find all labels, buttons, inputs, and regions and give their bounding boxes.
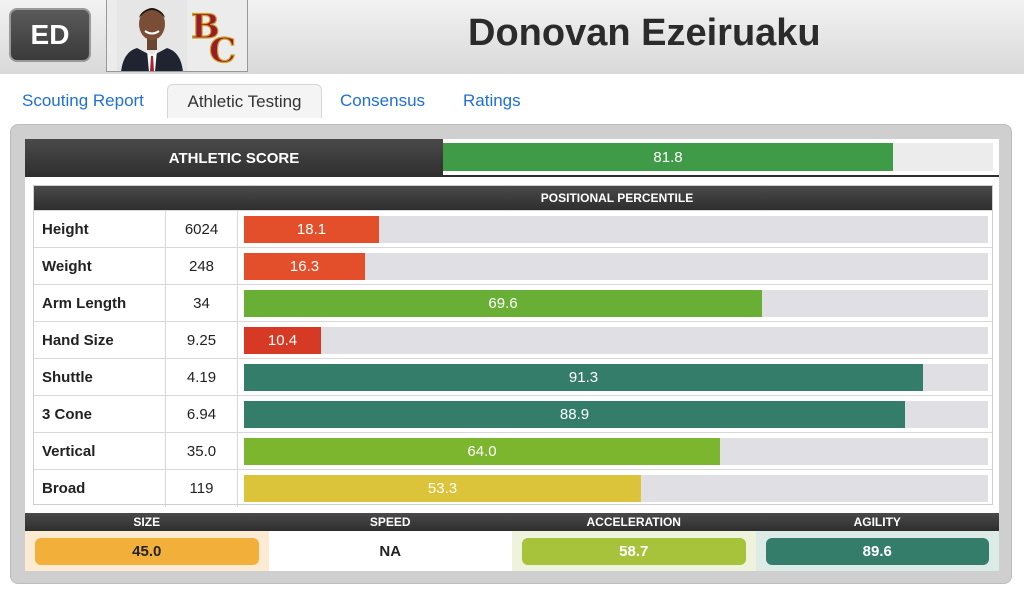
athletic-score-track: 81.8 — [443, 139, 999, 177]
metric-value: 248 — [166, 248, 238, 285]
svg-text:B: B — [191, 7, 220, 47]
table-row: Hand Size 9.25 10.4 — [34, 321, 992, 359]
summary-label: SIZE — [25, 513, 269, 531]
summary-body: 58.7 — [512, 531, 756, 571]
player-photo-area: B C — [106, 0, 248, 72]
metric-value: 119 — [166, 470, 238, 507]
summary-size: SIZE 45.0 — [25, 513, 269, 571]
metric-value: 6.94 — [166, 396, 238, 433]
positional-percentile-table: POSITIONAL PERCENTILE Height 6024 18.1 Weig… — [33, 185, 993, 507]
percentile-bar: 53.3 — [244, 475, 641, 502]
athletic-score-row: ATHLETIC SCORE 81.8 — [25, 139, 999, 177]
table-row: Shuttle 4.19 91.3 — [34, 358, 992, 396]
metric-label: Shuttle — [34, 359, 166, 396]
summary-value: NA — [379, 543, 402, 560]
summary-value: 58.7 — [522, 538, 746, 565]
metric-label: Hand Size — [34, 322, 166, 359]
athletic-score-label: ATHLETIC SCORE — [25, 139, 443, 177]
percentile-bar: 10.4 — [244, 327, 321, 354]
percentile-bar-bg — [244, 327, 988, 354]
metric-value: 9.25 — [166, 322, 238, 359]
table-row: Height 6024 18.1 — [34, 210, 992, 248]
metric-label: Arm Length — [34, 285, 166, 322]
percentile-bar-bg — [244, 253, 988, 280]
table-row: Vertical 35.0 64.0 — [34, 432, 992, 470]
summary-acceleration: ACCELERATION 58.7 — [512, 513, 756, 571]
metric-value: 4.19 — [166, 359, 238, 396]
percentile-bar: 88.9 — [244, 401, 905, 428]
percentile-header-label: POSITIONAL PERCENTILE — [540, 191, 694, 205]
summary-body: 89.6 — [755, 531, 999, 571]
percentile-bar: 18.1 — [244, 216, 379, 243]
metric-label: Vertical — [34, 433, 166, 470]
summary-agility: AGILITY 89.6 — [755, 513, 999, 571]
tab-bar: Scouting Report Athletic Testing Consens… — [0, 84, 1024, 118]
metric-value: 35.0 — [166, 433, 238, 470]
metric-label: Weight — [34, 248, 166, 285]
table-row: Broad 119 53.3 — [34, 469, 992, 507]
summary-value: 89.6 — [765, 538, 989, 565]
percentile-bar: 64.0 — [244, 438, 720, 465]
summary-body: 45.0 — [25, 531, 269, 571]
summary-body: NA — [268, 531, 512, 571]
metric-label: Broad — [34, 470, 166, 507]
metric-label: Height — [34, 211, 166, 248]
athletic-score-bar: 81.8 — [443, 143, 893, 171]
svg-text:C: C — [209, 31, 236, 66]
table-row: Weight 248 16.3 — [34, 247, 992, 285]
summary-label: SPEED — [268, 513, 512, 531]
bc-logo-icon: B C — [190, 6, 236, 66]
table-row: Arm Length 34 69.6 — [34, 284, 992, 322]
player-name: Donovan Ezeiruaku — [468, 12, 821, 54]
percentile-bar: 91.3 — [244, 364, 923, 391]
position-badge: ED — [9, 8, 91, 62]
summary-label: AGILITY — [755, 513, 999, 531]
percentile-bar: 16.3 — [244, 253, 365, 280]
table-row: 3 Cone 6.94 88.9 — [34, 395, 992, 433]
summary-strip: SIZE 45.0 SPEED NA ACCELERATION 58.7 AGILITY 89… — [25, 513, 999, 571]
summary-label: ACCELERATION — [512, 513, 756, 531]
athletic-testing-panel: ATHLETIC SCORE 81.8 POSITIONAL PERCENTIL… — [25, 139, 999, 571]
tab-consensus[interactable]: Consensus — [340, 91, 426, 110]
athletic-testing-card: ATHLETIC SCORE 81.8 POSITIONAL PERCENTIL… — [10, 124, 1012, 584]
player-header: ED B C Donovan Ezeiruaku — [0, 0, 1024, 74]
tab-scouting-report[interactable]: Scouting Report — [22, 91, 144, 110]
summary-value: 45.0 — [35, 538, 259, 565]
tab-ratings[interactable]: Ratings — [463, 91, 521, 110]
player-photo-icon — [117, 0, 187, 71]
metric-value: 34 — [166, 285, 238, 322]
percentile-bar: 69.6 — [244, 290, 762, 317]
metric-value: 6024 — [166, 211, 238, 248]
metric-label: 3 Cone — [34, 396, 166, 433]
summary-speed: SPEED NA — [268, 513, 512, 571]
percentile-header: POSITIONAL PERCENTILE — [34, 186, 992, 210]
tab-athletic-testing[interactable]: Athletic Testing — [167, 84, 322, 118]
